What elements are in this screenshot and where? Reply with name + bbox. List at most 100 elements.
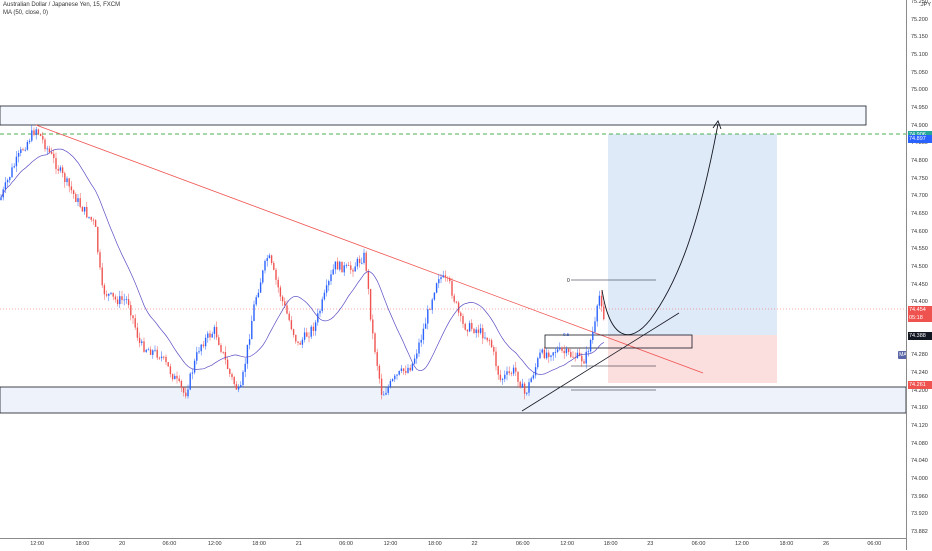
candle-body	[314, 322, 317, 331]
candle-body	[603, 306, 605, 320]
candle-body	[367, 270, 370, 289]
candle-body	[565, 348, 568, 354]
candle-body	[567, 348, 570, 353]
candle-body	[411, 363, 414, 371]
candle-body	[523, 383, 526, 394]
candle-body	[464, 323, 466, 330]
ma-side-badge[interactable]: MA	[898, 351, 906, 359]
candle-body	[127, 299, 130, 306]
candle-body	[165, 356, 167, 363]
candle-body	[235, 384, 238, 390]
candle-body	[0, 197, 2, 200]
candle-body	[398, 370, 400, 375]
candle-body	[231, 374, 233, 378]
price-tick: 75.000	[911, 87, 928, 94]
candle-body	[20, 149, 22, 154]
candle-body	[587, 351, 590, 353]
candle-body	[220, 345, 222, 352]
candle-body	[185, 392, 187, 397]
price-tick: 74.600	[911, 228, 928, 235]
candle-body	[572, 356, 574, 358]
candle-body	[598, 295, 601, 306]
candle-body	[319, 310, 321, 314]
candle-body	[308, 336, 310, 338]
candle-body	[552, 352, 554, 356]
candle-body	[251, 320, 253, 340]
candle-body	[160, 356, 163, 359]
candle-body	[88, 216, 90, 218]
candle-body	[229, 368, 231, 375]
candlestick-series[interactable]	[0, 124, 605, 400]
projection-path[interactable]	[601, 123, 719, 336]
candle-body	[435, 283, 438, 293]
candle-body	[530, 378, 532, 383]
candle-body	[455, 301, 458, 303]
candle-body	[330, 274, 332, 282]
resistance-zone[interactable]	[0, 105, 867, 126]
ascending-trendline[interactable]	[521, 312, 680, 412]
price-tick: 74.900	[911, 122, 928, 129]
time-tick: 18:00	[75, 541, 90, 547]
candle-body	[81, 206, 84, 212]
price-chart[interactable]: 0 0.5	[0, 0, 906, 538]
candle-body	[497, 366, 499, 375]
candle-body	[537, 358, 539, 368]
candle-body	[152, 350, 154, 355]
candle-body	[17, 153, 20, 157]
candle-body	[477, 329, 480, 333]
candle-body	[451, 281, 453, 296]
consolidation-box[interactable]	[544, 334, 693, 349]
candle-body	[156, 349, 158, 358]
descending-trendline[interactable]	[35, 124, 704, 374]
candle-body	[171, 374, 174, 380]
candle-body	[39, 133, 42, 136]
candle-body	[110, 292, 112, 294]
price-axis[interactable]: .JPY 75.250 75.200 75.150 75.100 75.050 75.00…	[906, 0, 932, 550]
time-tick: 06:00	[339, 541, 353, 547]
long-position-profit[interactable]	[608, 134, 777, 335]
time-axis[interactable]: 12:00 18:00 20 06:00 12:00 18:00 21 06:00 12:00 1…	[0, 538, 906, 551]
candle-body	[198, 351, 200, 353]
candle-body	[125, 299, 128, 300]
candle-body	[143, 341, 145, 352]
candle-body	[462, 316, 464, 324]
candle-body	[268, 255, 271, 259]
candle-body	[561, 347, 563, 351]
candle-body	[26, 141, 29, 150]
time-tick: 12:00	[30, 541, 44, 547]
support-zone[interactable]	[0, 386, 906, 414]
candle-body	[200, 344, 202, 352]
candle-body	[589, 339, 592, 352]
price-tick: 74.000	[911, 476, 928, 482]
candle-body	[471, 323, 473, 329]
price-tick: 75.200	[911, 16, 928, 23]
candle-body	[295, 334, 297, 342]
candle-body	[407, 367, 409, 373]
candle-body	[301, 339, 304, 345]
candle-body	[345, 264, 348, 266]
long-position-loss[interactable]	[608, 335, 777, 383]
indicator-legend[interactable]: MA (50, close, 0)	[3, 10, 49, 16]
candle-body	[264, 260, 266, 271]
candle-body	[400, 368, 403, 371]
candle-body	[290, 320, 293, 330]
price-tick: 74.240	[911, 370, 928, 376]
candle-body	[396, 374, 398, 376]
candle-body	[149, 349, 152, 355]
candle-body	[9, 177, 11, 181]
candle-body	[270, 255, 273, 264]
price-tick: 74.650	[911, 211, 928, 217]
candle-body	[57, 168, 59, 171]
chart-area[interactable]: 0 0.5 Australian Dollar / Japanese Yen, …	[0, 0, 906, 538]
candle-body	[15, 156, 18, 167]
candle-body	[207, 333, 209, 338]
candle-body	[292, 329, 295, 335]
candle-body	[257, 292, 260, 298]
candle-body	[28, 140, 31, 142]
price-tick: 74.040	[911, 458, 928, 465]
candle-body	[253, 304, 255, 321]
candle-body	[528, 382, 530, 393]
candle-body	[424, 323, 427, 329]
candle-body	[376, 352, 378, 366]
moving-average-line[interactable]	[0, 148, 604, 375]
